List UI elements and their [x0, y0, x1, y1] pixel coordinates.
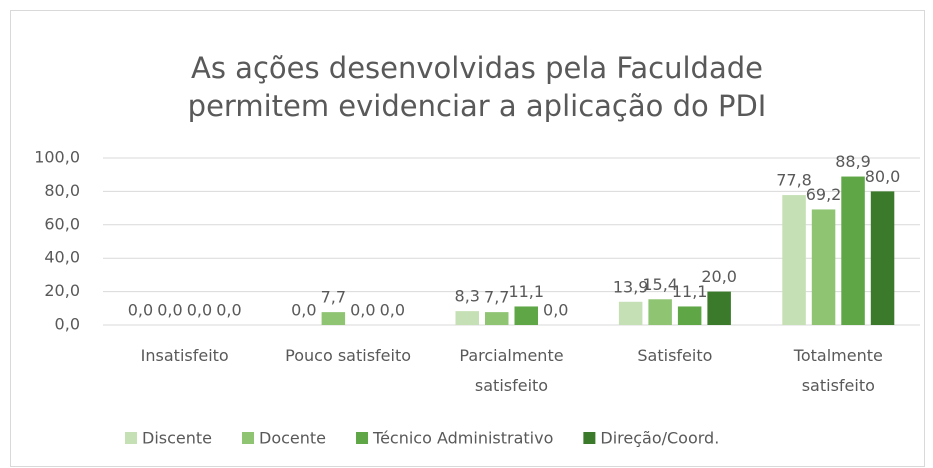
legend-swatch — [356, 432, 369, 444]
x-tick-label: Totalmente satisfeito — [793, 346, 883, 395]
chart-title: As ações desenvolvidas pela Faculdade per… — [188, 51, 767, 123]
y-tick-label: 100,0 — [34, 148, 80, 167]
value-label: 7,7 — [484, 288, 509, 307]
value-label: 0,0 — [216, 301, 241, 320]
value-label: 88,9 — [835, 152, 871, 171]
legend-swatch — [125, 432, 137, 444]
bar — [648, 299, 672, 325]
bar — [841, 176, 865, 325]
value-label: 8,3 — [455, 287, 480, 306]
value-label: 0,0 — [157, 301, 182, 320]
value-label: 13,9 — [613, 277, 649, 296]
bar — [514, 306, 538, 325]
value-label: 0,0 — [380, 301, 405, 320]
y-tick-label: 20,0 — [44, 281, 80, 300]
bar — [677, 306, 702, 325]
bar — [707, 291, 731, 325]
value-label: 0,0 — [128, 301, 153, 320]
value-label: 15,4 — [642, 275, 678, 294]
y-tick-label: 60,0 — [44, 214, 80, 233]
bar — [782, 195, 806, 325]
y-tick-label: 80,0 — [44, 181, 80, 200]
legend-swatch — [242, 432, 254, 444]
x-tick-label: Pouco satisfeito — [285, 346, 411, 365]
bar — [618, 301, 643, 325]
bar — [455, 311, 479, 325]
x-tick-label: Parcialmente satisfeito — [459, 346, 563, 395]
chart-border — [10, 10, 925, 467]
legend-label: Discente — [142, 429, 212, 448]
bar — [811, 209, 836, 325]
legend-label: Docente — [259, 429, 326, 448]
bar — [485, 312, 509, 325]
value-label: 69,2 — [806, 185, 842, 204]
legend-label: Técnico Administrativo — [372, 429, 553, 448]
value-label: 80,0 — [865, 167, 901, 186]
value-label: 7,7 — [321, 288, 346, 307]
y-tick-label: 0,0 — [55, 315, 80, 334]
value-label: 0,0 — [187, 301, 212, 320]
bar — [321, 312, 346, 325]
legend-label: Direção/Coord. — [600, 429, 719, 448]
value-label: 0,0 — [543, 301, 568, 320]
value-label: 0,0 — [291, 301, 316, 320]
x-tick-label: Satisfeito — [637, 346, 712, 365]
bar — [870, 191, 895, 325]
value-label: 0,0 — [350, 301, 375, 320]
legend-swatch — [583, 432, 596, 444]
value-label: 20,0 — [701, 267, 737, 286]
value-label: 11,1 — [508, 282, 544, 301]
value-label: 77,8 — [776, 171, 812, 190]
x-tick-label: Insatisfeito — [141, 346, 229, 365]
value-label: 11,1 — [672, 282, 708, 301]
y-tick-label: 40,0 — [44, 248, 80, 267]
